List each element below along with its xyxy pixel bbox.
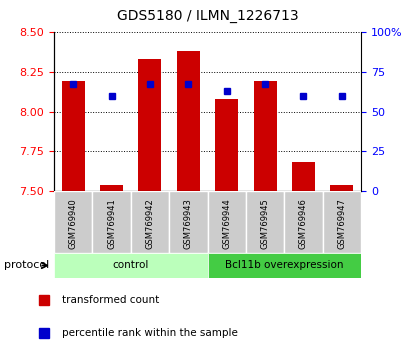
Bar [330, 185, 354, 191]
Text: GSM769946: GSM769946 [299, 198, 308, 249]
Bar [100, 185, 123, 191]
Text: control: control [112, 261, 149, 270]
Text: GDS5180 / ILMN_1226713: GDS5180 / ILMN_1226713 [117, 9, 298, 23]
FancyBboxPatch shape [323, 191, 361, 253]
Bar [292, 162, 315, 191]
Text: GSM769940: GSM769940 [68, 198, 78, 249]
Text: GSM769944: GSM769944 [222, 198, 231, 249]
Text: protocol: protocol [4, 261, 49, 270]
Text: GSM769945: GSM769945 [261, 198, 270, 249]
Text: Bcl11b overexpression: Bcl11b overexpression [225, 261, 344, 270]
FancyBboxPatch shape [93, 191, 131, 253]
Text: transformed count: transformed count [62, 295, 160, 305]
Text: GSM769947: GSM769947 [337, 198, 347, 249]
FancyBboxPatch shape [54, 253, 208, 278]
FancyBboxPatch shape [131, 191, 169, 253]
FancyBboxPatch shape [208, 253, 361, 278]
FancyBboxPatch shape [54, 191, 93, 253]
Bar [139, 59, 161, 191]
Bar [177, 51, 200, 191]
Text: percentile rank within the sample: percentile rank within the sample [62, 327, 238, 337]
Text: GSM769943: GSM769943 [184, 198, 193, 249]
FancyBboxPatch shape [208, 191, 246, 253]
FancyBboxPatch shape [284, 191, 323, 253]
Text: GSM769942: GSM769942 [145, 198, 154, 249]
FancyBboxPatch shape [169, 191, 208, 253]
Text: GSM769941: GSM769941 [107, 198, 116, 249]
FancyBboxPatch shape [246, 191, 284, 253]
Bar [215, 99, 238, 191]
Bar [254, 81, 276, 191]
Bar [62, 81, 85, 191]
